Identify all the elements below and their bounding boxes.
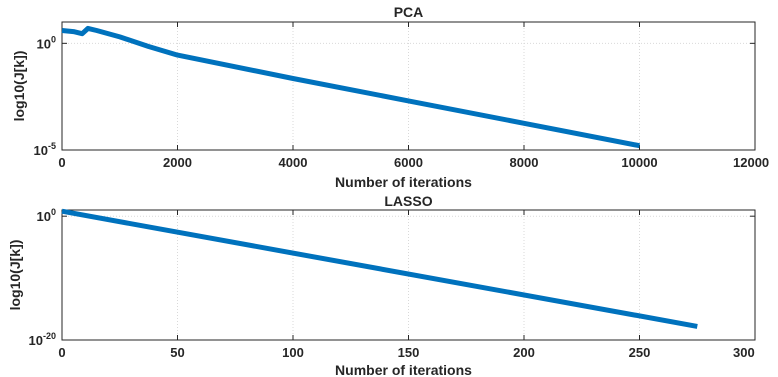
lasso-x-tick-label: 150 <box>398 345 420 360</box>
lasso-x-tick-label: 200 <box>513 345 535 360</box>
pca-x-tick-label: 10000 <box>621 155 657 170</box>
lasso-y-tick-exponent: 0 <box>51 207 56 217</box>
lasso-y-tick-label: 100 <box>37 207 56 224</box>
lasso-series-line <box>61 208 698 329</box>
pca-x-tick-label: 2000 <box>163 155 192 170</box>
pca-y-tick-exponent: -5 <box>48 141 56 151</box>
pca-x-tick-label: 8000 <box>510 155 539 170</box>
pca-y-tick-exponent: 0 <box>51 34 56 44</box>
pca-y-tick-label: 10-5 <box>34 141 56 158</box>
lasso-y-tick-exponent: -20 <box>43 331 56 341</box>
lasso-x-tick-label: 50 <box>170 345 184 360</box>
pca-y-tick-label: 100 <box>37 34 56 51</box>
lasso-x-axis-label: Number of iterations <box>335 362 472 377</box>
pca-x-axis-label: Number of iterations <box>335 174 472 190</box>
pca-y-tick-base: 10 <box>37 36 51 51</box>
pca-x-tick-label: 6000 <box>394 155 423 170</box>
lasso-y-axis-label: log10(J[k]) <box>7 240 23 311</box>
lasso-y-tick-base: 10 <box>29 333 43 348</box>
pca-x-tick-label: 12000 <box>733 155 769 170</box>
lasso-y-tick-label: 10-20 <box>29 331 56 348</box>
lasso-x-tick-label: 250 <box>629 345 651 360</box>
pca-y-axis-label: log10(J[k]) <box>11 51 27 122</box>
lasso-x-tick-label: 100 <box>282 345 304 360</box>
lasso-x-tick-label: 300 <box>733 345 755 360</box>
pca-series-line <box>61 25 640 149</box>
lasso-chart-title: LASSO <box>384 193 432 209</box>
pca-x-tick-label: 0 <box>58 155 65 170</box>
lasso-y-tick-base: 10 <box>37 209 51 224</box>
lasso-x-tick-label: 0 <box>58 345 65 360</box>
pca-panel: 0 2000 4000 6000 8000 10000 1200010010-5PCANum… <box>11 4 769 190</box>
pca-x-tick-label: 4000 <box>279 155 308 170</box>
pca-chart-title: PCA <box>394 4 424 20</box>
pca-y-tick-base: 10 <box>34 143 48 158</box>
